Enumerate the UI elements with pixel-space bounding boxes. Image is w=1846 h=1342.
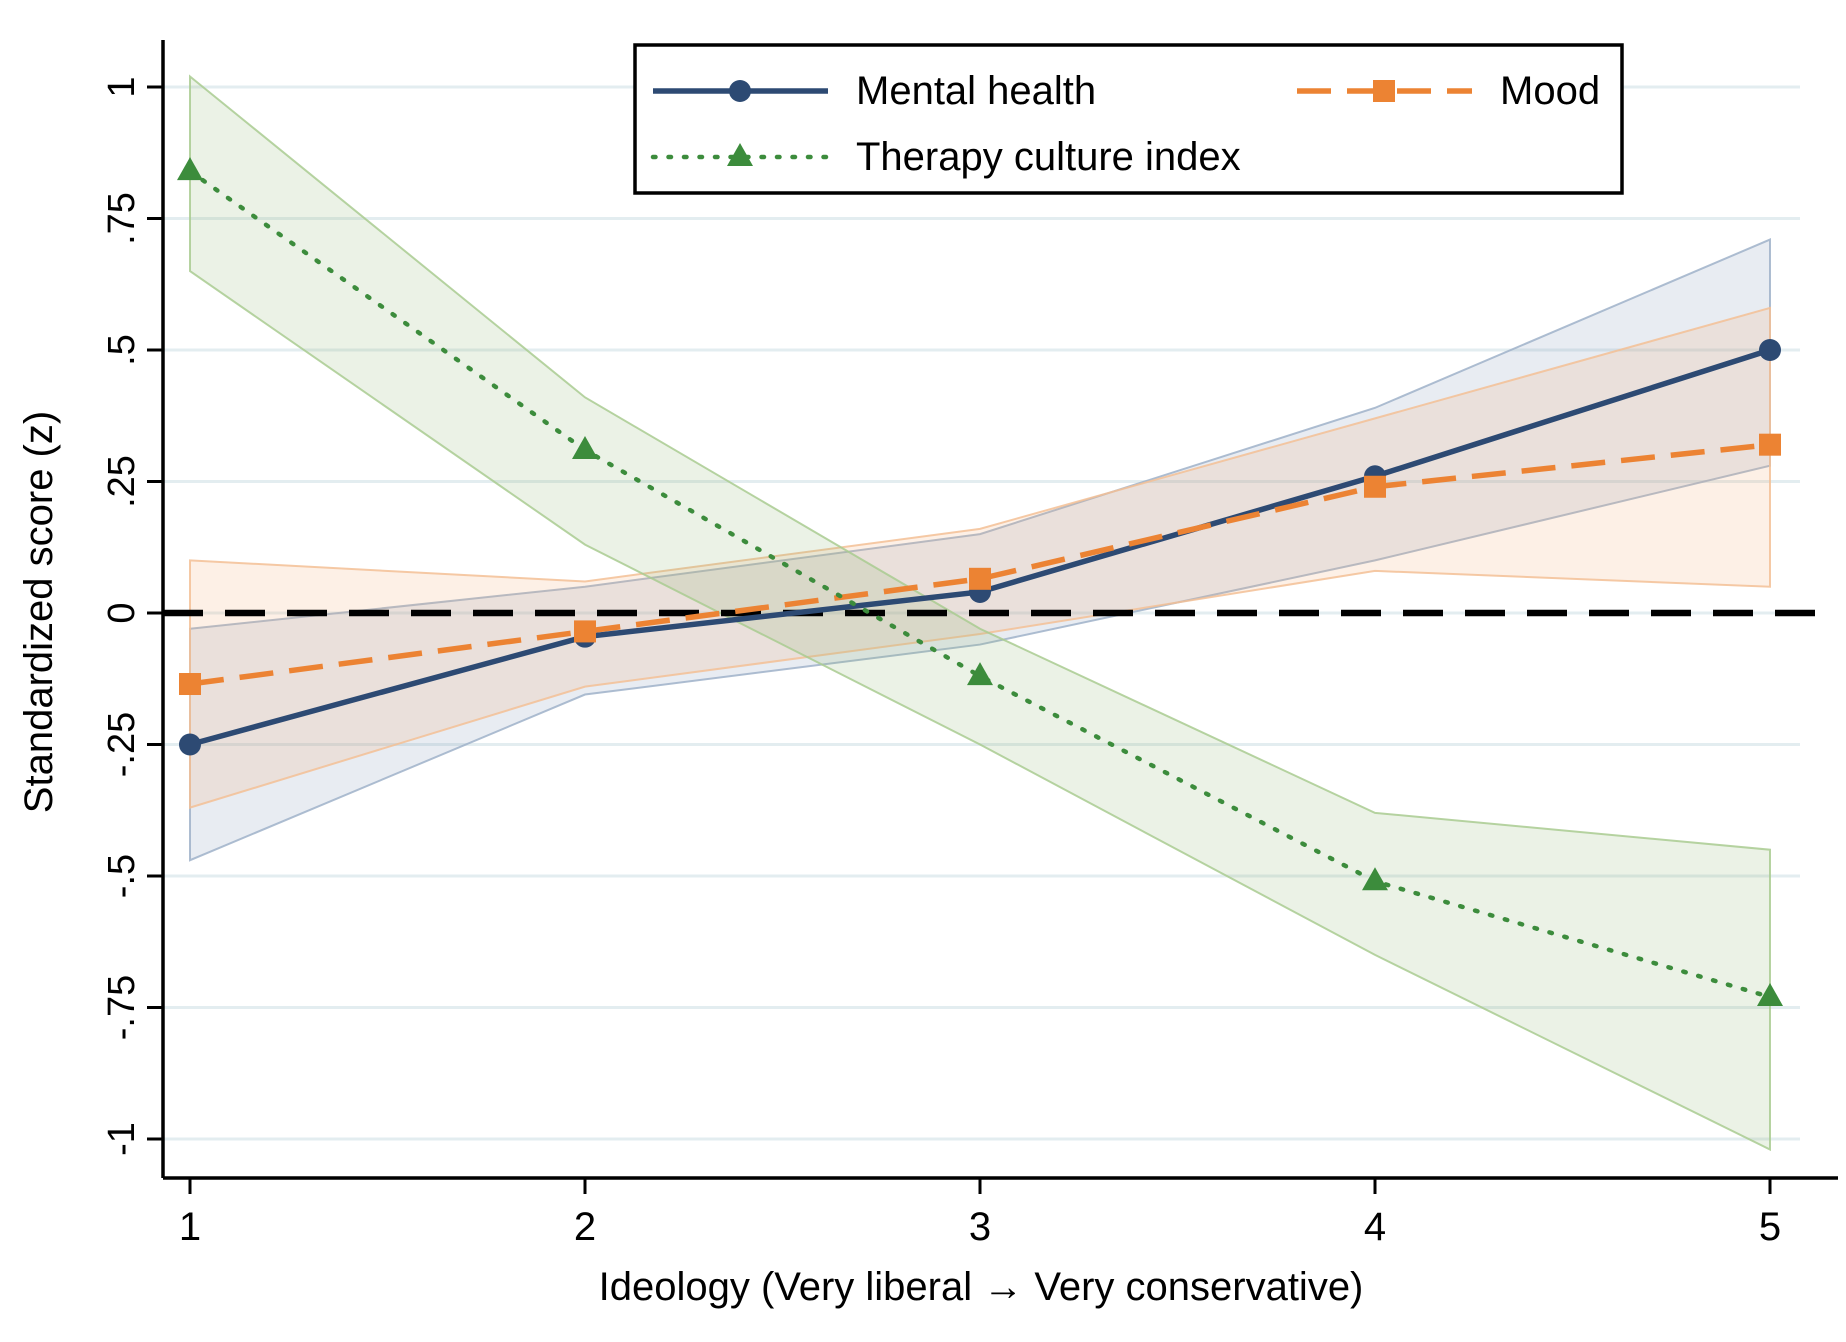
axes: 1 .75 .5 .25 0 -.25 -.5 -.75 -1 1 2 3 4 5 Ideology (Ve…	[17, 40, 1838, 1309]
x-tick-label: 5	[1759, 1205, 1781, 1249]
series-line-therapy-culture-index	[187, 168, 1773, 1000]
x-tick-label: 1	[179, 1205, 201, 1249]
legend-entry-therapy-culture-index: Therapy culture index	[650, 135, 1241, 179]
legend-entry-mental-health: Mental health	[653, 69, 1096, 113]
legend-entry-mood: Mood	[1297, 69, 1600, 113]
x-tick-label: 3	[969, 1205, 991, 1249]
mental-health-marker	[179, 733, 201, 756]
therapy-culture-index-marker	[572, 435, 598, 459]
x-axis-title: Ideology (Very liberal → Very conservati…	[599, 1265, 1364, 1309]
therapy-culture-index-marker	[1757, 982, 1783, 1006]
y-tick-label: -.5	[101, 854, 143, 898]
legend-box	[633, 43, 1624, 195]
mood-marker	[969, 567, 991, 590]
ci-band-mood	[189, 306, 1771, 809]
legend: Mental health Mood Therapy culture index	[633, 43, 1624, 195]
x-tick-label: 4	[1364, 1205, 1386, 1249]
series-markers-therapy-culture-index	[177, 157, 1783, 1006]
y-tick-label: -.75	[101, 975, 143, 1040]
legend-label: Therapy culture index	[856, 135, 1241, 179]
therapy-culture-index-marker	[1362, 867, 1388, 891]
therapy-culture-index-marker	[177, 157, 203, 181]
y-tick-label: -1	[101, 1122, 143, 1156]
x-tick-label: 2	[574, 1205, 596, 1249]
mood-marker	[1759, 433, 1781, 456]
therapy-culture-index-marker	[967, 662, 993, 686]
y-tick-label: 0	[101, 602, 143, 623]
y-axis-title: Standardized score (z)	[17, 411, 61, 813]
y-tick-label: .5	[101, 334, 143, 366]
mood-marker	[179, 673, 201, 696]
mood-marker	[1364, 475, 1386, 498]
legend-label: Mental health	[856, 69, 1096, 113]
legend-label: Mood	[1500, 69, 1600, 113]
legend-circle-marker	[729, 80, 751, 102]
y-tick-label: 1	[101, 76, 143, 97]
y-tick-label: .75	[101, 192, 143, 245]
mental-health-marker	[1759, 339, 1781, 361]
legend-triangle-marker	[727, 143, 753, 166]
series-line-mood	[189, 441, 1771, 687]
series-markers-mood	[179, 433, 1781, 696]
y-tick-label: -.25	[101, 712, 143, 777]
y-tick-label: .25	[101, 455, 143, 508]
legend-square-marker	[1373, 80, 1395, 102]
mood-marker	[574, 620, 596, 643]
